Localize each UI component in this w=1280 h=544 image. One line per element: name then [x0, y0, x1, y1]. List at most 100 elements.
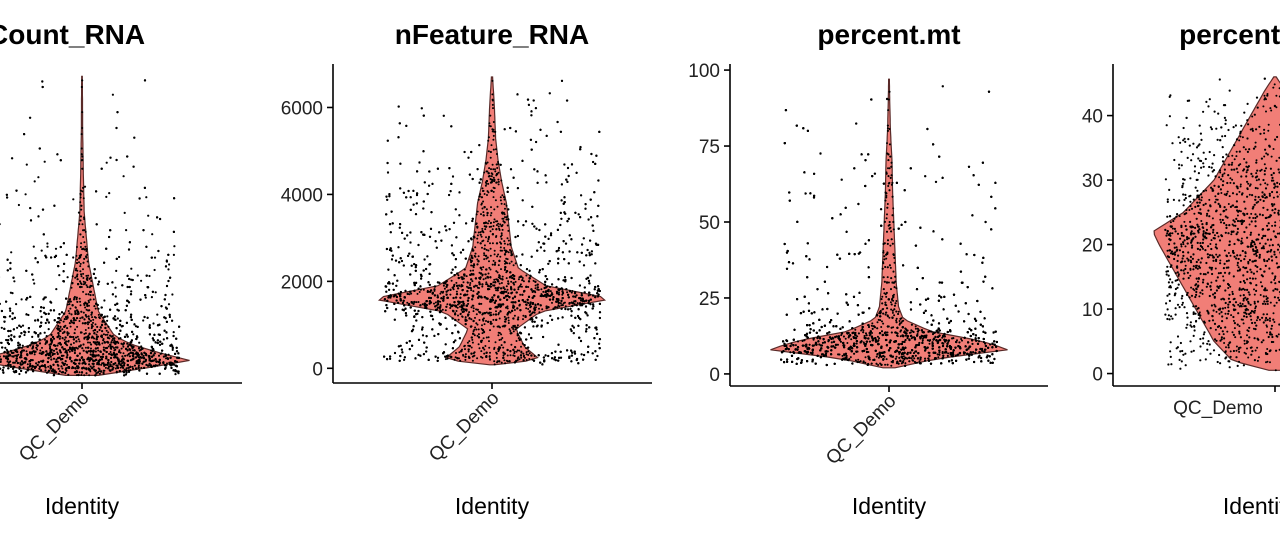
data-point [54, 370, 57, 373]
data-point [53, 319, 56, 322]
data-point [583, 353, 586, 357]
data-point [514, 346, 517, 349]
data-point [82, 290, 85, 293]
data-point [94, 328, 97, 332]
data-point [79, 215, 82, 218]
data-point [421, 328, 424, 331]
data-point [70, 313, 73, 316]
data-point [90, 285, 93, 287]
data-point [60, 354, 64, 357]
data-point [109, 343, 112, 346]
data-point [110, 360, 113, 364]
data-point [90, 327, 93, 330]
data-point [91, 367, 94, 370]
data-point [423, 258, 426, 261]
data-point [445, 305, 448, 308]
data-point [46, 245, 49, 248]
data-point [89, 294, 92, 297]
data-point [76, 367, 79, 370]
data-point [76, 317, 79, 320]
data-point [575, 171, 578, 174]
data-point [0, 223, 1, 226]
data-point [580, 304, 583, 307]
data-point [10, 251, 13, 254]
violin-shape [377, 76, 607, 366]
data-point [89, 350, 92, 353]
data-point [32, 245, 35, 248]
data-point [142, 354, 145, 357]
data-point [402, 309, 405, 312]
data-point [63, 330, 66, 333]
data-point [59, 351, 62, 354]
data-point [544, 275, 547, 278]
data-point [82, 280, 85, 283]
data-point [7, 351, 10, 354]
data-point [110, 354, 113, 357]
data-point [138, 360, 141, 363]
data-point [0, 341, 3, 344]
data-point [104, 326, 107, 330]
data-point [585, 327, 588, 331]
data-point [92, 298, 95, 301]
data-point [76, 246, 78, 248]
data-point [73, 318, 76, 321]
data-point [81, 347, 84, 350]
data-point [20, 351, 23, 354]
data-point [107, 331, 110, 334]
data-point [479, 242, 482, 245]
data-point [170, 343, 173, 346]
data-point [128, 241, 131, 244]
data-point [57, 372, 60, 375]
data-point [8, 364, 11, 366]
data-point [67, 300, 70, 303]
data-point [47, 352, 50, 355]
data-point [121, 284, 124, 287]
data-point [107, 345, 110, 348]
data-point [122, 352, 125, 355]
data-point [125, 369, 128, 372]
data-point [106, 319, 109, 322]
data-point [505, 290, 508, 293]
data-point [98, 328, 101, 332]
data-point [108, 235, 111, 239]
data-point [172, 334, 175, 338]
data-point [75, 275, 78, 278]
data-point [85, 315, 88, 318]
data-point [482, 346, 485, 349]
data-point [89, 298, 92, 301]
data-point [583, 291, 586, 294]
data-point [66, 334, 69, 336]
data-point [413, 263, 416, 266]
data-point [83, 257, 86, 260]
data-point [103, 315, 106, 318]
data-point [118, 349, 121, 352]
data-point [570, 329, 573, 333]
data-point [79, 192, 82, 195]
data-point [462, 308, 465, 311]
data-point [91, 355, 94, 358]
data-point [58, 327, 61, 330]
data-point [90, 290, 92, 293]
data-point [87, 327, 90, 329]
data-point [598, 311, 602, 314]
data-point [128, 285, 131, 289]
data-point [46, 361, 49, 363]
data-point [420, 277, 423, 280]
data-point [410, 330, 414, 333]
data-point [403, 356, 406, 359]
data-point [77, 311, 80, 314]
data-point [172, 253, 175, 256]
data-point [10, 339, 13, 342]
data-point [385, 290, 388, 293]
data-point [119, 364, 122, 366]
data-point [465, 222, 468, 225]
data-point [125, 367, 128, 370]
data-point [537, 354, 540, 357]
data-point [3, 327, 6, 330]
data-point [158, 372, 161, 375]
data-point [412, 189, 415, 192]
data-point [158, 354, 160, 357]
data-point [171, 293, 174, 296]
data-point [79, 304, 82, 307]
data-point [21, 324, 25, 327]
